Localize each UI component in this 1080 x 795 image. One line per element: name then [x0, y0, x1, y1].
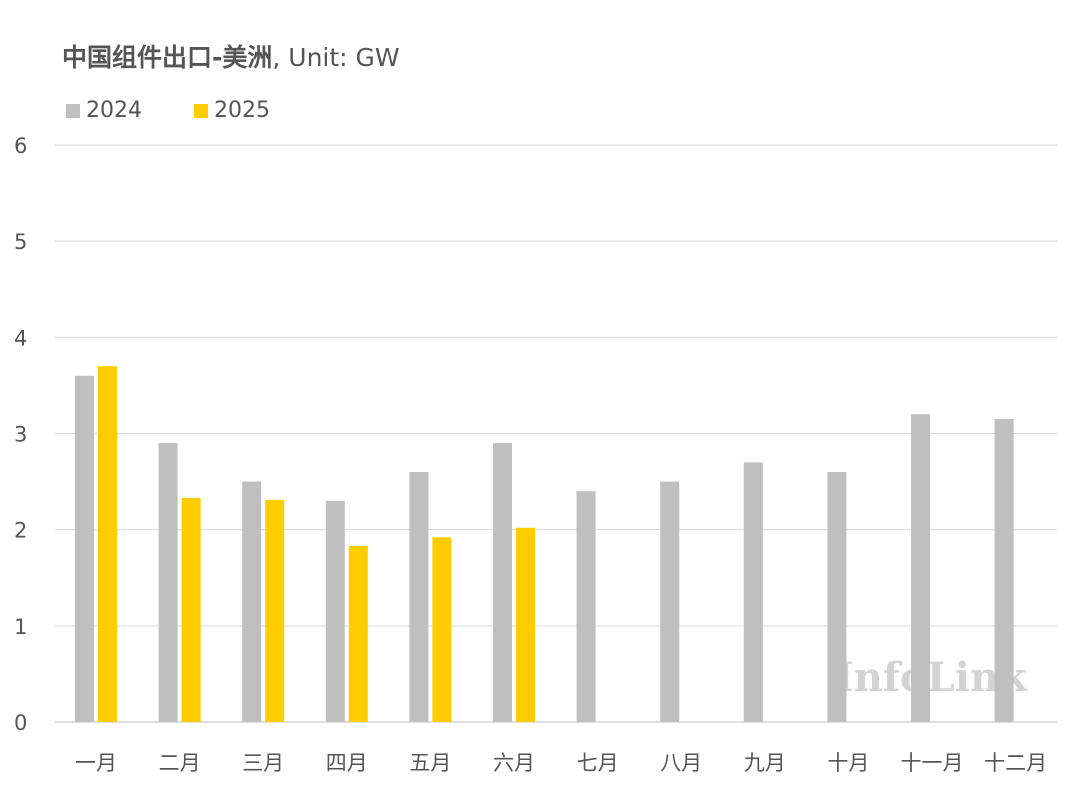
x-tick-label: 五月: [409, 751, 451, 775]
legend-item-2024: 2024: [66, 98, 142, 123]
x-tick-label: 十二月: [984, 751, 1047, 775]
x-tick-label: 六月: [493, 751, 535, 775]
y-axis: 0 1 2 3 4 5 6: [14, 134, 27, 735]
legend-label-2024: 2024: [86, 98, 142, 123]
y-tick-label: 5: [14, 230, 27, 254]
x-tick-label: 一月: [75, 751, 117, 775]
legend-swatch-2025: [194, 103, 208, 118]
x-tick-label: 七月: [577, 751, 619, 775]
bar-2024-8: [660, 481, 680, 722]
grid-layer: [55, 144, 1057, 723]
bar-2024-7: [576, 491, 596, 722]
chart-title-main: 中国组件出口-美洲: [62, 43, 273, 72]
x-tick-label: 九月: [744, 751, 786, 775]
legend-item-2025: 2025: [194, 98, 270, 123]
bar-2025-5: [432, 537, 452, 722]
y-tick-label: 0: [14, 711, 27, 735]
y-tick-label: 6: [14, 134, 27, 158]
bar-2024-11: [911, 414, 930, 722]
chart-title-suffix: , Unit: GW: [272, 43, 400, 72]
y-tick-label: 4: [14, 326, 27, 350]
bar-2024-5: [409, 471, 429, 722]
bar-2024-1: [75, 375, 94, 722]
bar-2025-1: [98, 366, 117, 722]
bar-2025-2: [181, 497, 201, 722]
y-tick-label: 2: [14, 519, 27, 543]
x-tick-label: 三月: [242, 751, 284, 775]
bar-2024-6: [493, 443, 512, 722]
legend: 2024 2025: [66, 98, 270, 123]
bar-2025-3: [265, 499, 285, 722]
x-tick-label: 十一月: [901, 751, 964, 775]
x-axis: 一月 二月 三月 四月 五月 六月 七月 八月 九月 十月 十一月 十二月: [75, 751, 1047, 775]
bar-2024-3: [242, 481, 262, 722]
bar-2024-12: [994, 419, 1014, 722]
x-tick-label: 四月: [326, 751, 368, 775]
x-tick-label: 二月: [159, 751, 201, 775]
x-tick-label: 八月: [660, 751, 702, 775]
legend-swatch-2024: [66, 103, 80, 118]
legend-label-2025: 2025: [214, 98, 270, 123]
bars-layer: [75, 366, 1014, 722]
bar-2024-10: [827, 471, 847, 722]
y-tick-label: 3: [14, 423, 27, 447]
bar-2024-2: [158, 443, 178, 722]
bar-2024-4: [325, 500, 345, 722]
x-tick-label: 十月: [827, 751, 869, 775]
chart-title: 中国组件出口-美洲, Unit: GW: [62, 38, 400, 74]
bar-2025-4: [348, 546, 368, 722]
y-tick-label: 1: [14, 615, 27, 639]
bar-2024-9: [743, 462, 763, 722]
bar-2025-6: [516, 527, 535, 722]
